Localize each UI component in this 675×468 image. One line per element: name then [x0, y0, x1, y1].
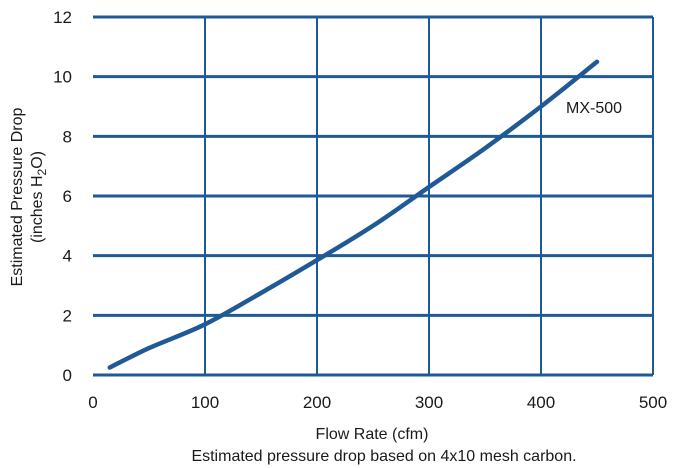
x-tick-label-200: 200	[303, 393, 331, 412]
x-tick-label-500: 500	[639, 393, 667, 412]
y-axis-label: Estimated Pressure Drop	[9, 108, 26, 287]
chart-caption: Estimated pressure drop based on 4x10 me…	[191, 448, 576, 465]
x-tick-label-300: 300	[415, 393, 443, 412]
y-tick-label-0: 0	[63, 366, 72, 385]
y-tick-label-10: 10	[53, 68, 72, 87]
y-axis-unit-label: (inches H2O)	[29, 151, 49, 243]
y-tick-label-12: 12	[53, 8, 72, 27]
y-tick-label-6: 6	[63, 187, 72, 206]
y-axis-unit-subscript: 2	[35, 168, 49, 175]
y-tick-label-4: 4	[63, 247, 72, 266]
x-tick-label-100: 100	[191, 393, 219, 412]
x-tick-label-0: 0	[88, 393, 97, 412]
x-tick-label-400: 400	[527, 393, 555, 412]
y-tick-label-8: 8	[63, 127, 72, 146]
y-axis-unit-prefix: (inches H	[29, 175, 46, 243]
y-tick-labels: 0 2 4 6 8 10 12	[53, 8, 72, 385]
x-tick-labels: 0 100 200 300 400 500	[88, 393, 667, 412]
series-group: MX-500	[107, 59, 622, 370]
y-axis-unit-suffix: O)	[29, 151, 46, 169]
series-line-0	[107, 59, 600, 370]
grid-lines	[93, 15, 654, 377]
series-label-0: MX-500	[566, 100, 622, 117]
x-axis-label: Flow Rate (cfm)	[316, 426, 429, 443]
y-tick-label-2: 2	[63, 306, 72, 325]
